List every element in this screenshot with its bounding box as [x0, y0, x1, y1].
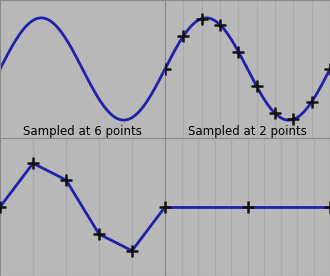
Title: Sampled at 2 points: Sampled at 2 points [188, 125, 307, 138]
Title: Sampled at 6 points: Sampled at 6 points [23, 125, 142, 138]
